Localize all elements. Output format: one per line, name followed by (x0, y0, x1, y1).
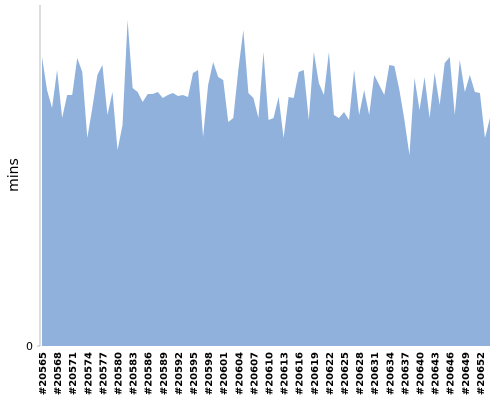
x-tick-label: #20571 (68, 352, 79, 395)
x-tick-label: #20634 (385, 352, 396, 395)
x-tick-label: #20577 (98, 352, 109, 395)
x-tick-label: #20637 (400, 352, 411, 395)
x-tick-label: #20616 (295, 352, 306, 395)
x-tick-label: #20619 (310, 352, 321, 395)
x-tick-label: #20598 (204, 352, 215, 395)
x-tick-label: #20586 (144, 352, 155, 395)
x-tick-label: #20574 (83, 352, 94, 395)
x-tick-label: #20610 (265, 352, 276, 395)
x-tick-label: #20628 (355, 352, 366, 395)
x-tick-label: #20565 (38, 352, 49, 395)
x-tick-label: #20625 (340, 352, 351, 395)
x-tick-label: #20613 (280, 352, 291, 395)
x-tick-label: #20607 (249, 352, 260, 395)
x-tick-label: #20592 (174, 352, 185, 395)
x-tick-label: #20604 (234, 352, 245, 395)
x-tick-label: #20568 (53, 352, 64, 395)
y-tick-label: 0 (26, 340, 33, 353)
area (42, 20, 490, 346)
x-tick-label: #20643 (431, 352, 442, 395)
y-axis-label: mins (6, 158, 22, 192)
x-tick-label: #20652 (476, 352, 487, 395)
x-tick-label: #20601 (219, 352, 230, 395)
x-tick-label: #20589 (159, 352, 170, 395)
x-tick-label: #20640 (416, 352, 427, 395)
x-tick-label: #20595 (189, 352, 200, 395)
x-tick-label: #20649 (461, 352, 472, 395)
x-tick-label: #20631 (370, 352, 381, 395)
x-tick-label: #20583 (129, 352, 140, 395)
x-tick-label: #20646 (446, 352, 457, 395)
x-tick-label: #20622 (325, 352, 336, 395)
x-tick-label: #20580 (114, 352, 125, 395)
